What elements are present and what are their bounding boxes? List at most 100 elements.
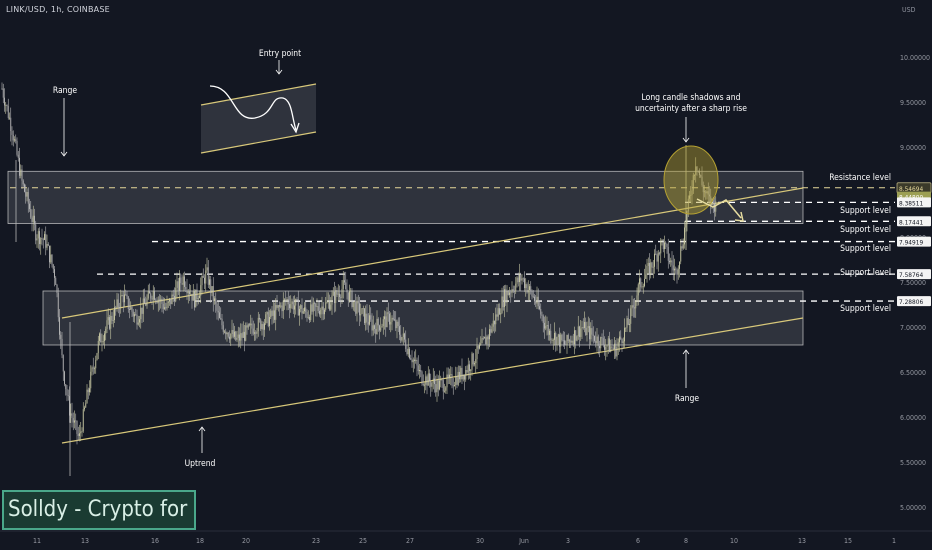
shadows-arrow-head [682,137,690,143]
candle-body-519 [650,262,652,275]
price-badge-text-3: 8.17441 [899,218,923,226]
candle-body-32 [41,238,43,240]
candle-body-260 [326,302,328,304]
candle-body-559 [700,175,702,177]
candle-body-316 [396,321,398,329]
candle-body-447 [560,334,562,347]
candle-body-125 [157,299,159,303]
candle-body-112 [141,307,143,314]
candle-body-64 [81,431,83,432]
candle-body-275 [345,282,347,290]
x-tick-label: 13 [798,537,806,545]
candle-body-157 [197,298,199,300]
candle-body-360 [451,374,453,386]
candle-body-102 [129,309,130,310]
candle-body-214 [269,317,270,327]
candle-body-142 [179,277,180,291]
candle-body-432 [541,314,543,317]
candle-series [1,82,717,476]
candle-body-400 [501,296,503,313]
y-tick-label: 6.50000 [900,369,926,377]
candle-body-115 [145,303,147,306]
candle-body-549 [687,198,689,212]
candle-body-364 [456,376,458,385]
candle-body-518 [649,262,650,275]
price-badge-2 [897,197,931,208]
candle-body-16 [21,169,23,181]
candle-body-266 [334,291,335,304]
annotation-entry-point: Entry point [259,49,301,59]
candle-body-544 [681,246,683,249]
candle-body-99 [125,294,127,296]
candle-body-252 [316,306,318,307]
candle-body-487 [610,346,612,352]
candle-body-1 [2,88,4,98]
candle-body-404 [506,290,508,303]
symbol-title[interactable]: LINK/USD, 1h, COINBASE [6,5,110,14]
price-badge-text-0: 8.54694 [899,185,923,193]
candle-body-540 [676,269,678,275]
candle-body-346 [434,378,435,385]
y-tick-label: 7.50000 [900,279,926,287]
candle-body-397 [497,308,499,317]
candle-body-162 [204,277,205,284]
candle-body-475 [595,340,597,344]
candle-body-351 [440,379,442,381]
candle-body-516 [646,266,648,275]
candle-body-406 [509,292,510,295]
candle-body-78 [99,333,100,341]
candle-body-34 [44,234,45,240]
x-tick-label: 3 [566,537,570,545]
candle-body-418 [524,278,525,289]
candle-body-377 [472,353,474,365]
candle-body-504 [631,305,633,309]
candle-body-3 [5,105,7,106]
candle-body-267 [335,290,337,304]
candle-body-178 [224,331,225,333]
candle-body-52 [66,389,68,396]
candle-body-27 [35,224,37,241]
candle-body-206 [259,317,260,320]
candle-body-35 [45,234,47,248]
candle-body-130 [164,307,165,309]
candle-body-409 [512,289,514,291]
candle-body-258 [324,309,325,315]
candle-body-395 [495,314,497,325]
candle-body-334 [419,369,420,372]
candle-body-415 [520,274,522,281]
candle-body-46 [59,317,60,335]
candle-body-510 [639,278,640,285]
candle-body-265 [332,291,334,296]
candle-body-89 [112,320,114,321]
candle-body-215 [270,310,272,318]
candle-body-369 [462,374,464,380]
candle-body-212 [266,312,268,315]
candle-body-522 [654,253,655,267]
candle-body-181 [227,332,229,337]
candle-body-354 [444,390,445,392]
candle-body-363 [455,376,457,386]
candle-body-426 [534,296,535,302]
candle-body-100 [126,294,128,297]
candle-body-173 [217,310,219,313]
candle-body-95 [120,295,122,308]
candle-body-425 [532,296,534,298]
candle-body-281 [352,302,354,308]
candle-body-486 [609,338,610,352]
candle-body-44 [56,284,58,293]
candle-body-145 [182,276,184,285]
candle-body-7 [10,117,12,132]
candle-body-203 [255,332,257,334]
candle-body-537 [672,265,674,271]
candle-body-159 [200,285,202,296]
candle-body-50 [64,371,65,385]
candle-body-336 [421,371,423,384]
candle-body-246 [309,316,310,321]
candle-body-291 [365,313,367,324]
candle-body-193 [242,331,244,338]
uptrend-arrow-head [198,426,206,432]
candle-body-290 [364,308,365,324]
x-tick-label: 11 [33,537,41,545]
candle-body-287 [360,313,362,316]
